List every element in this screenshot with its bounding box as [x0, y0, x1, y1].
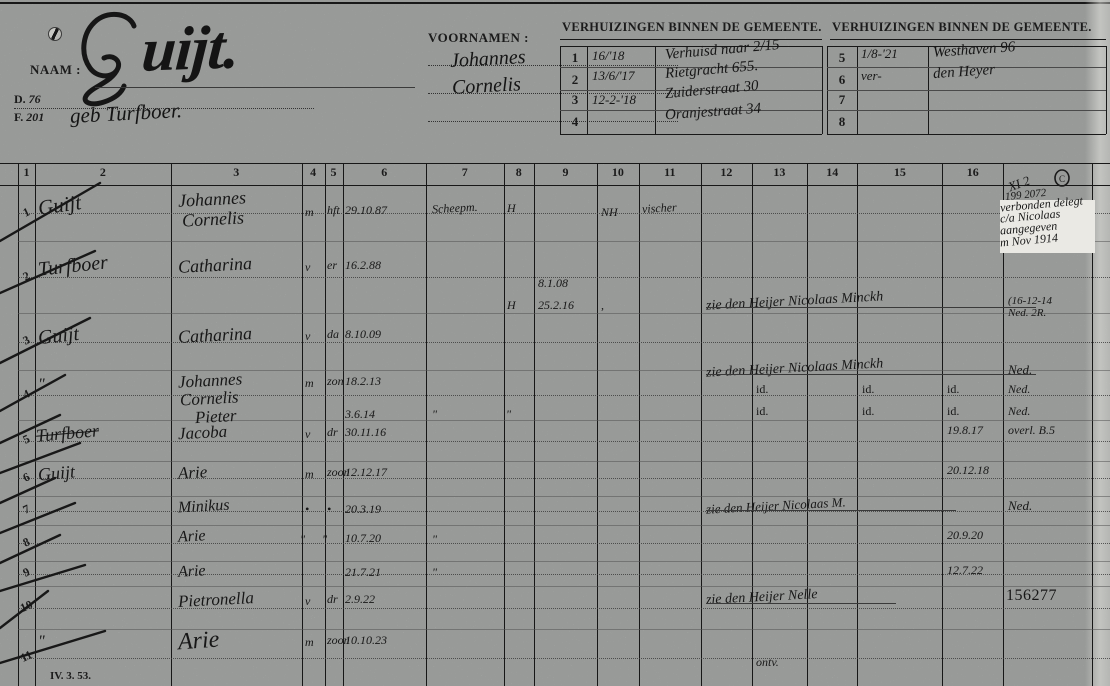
svg-text:C: C	[1059, 174, 1065, 184]
